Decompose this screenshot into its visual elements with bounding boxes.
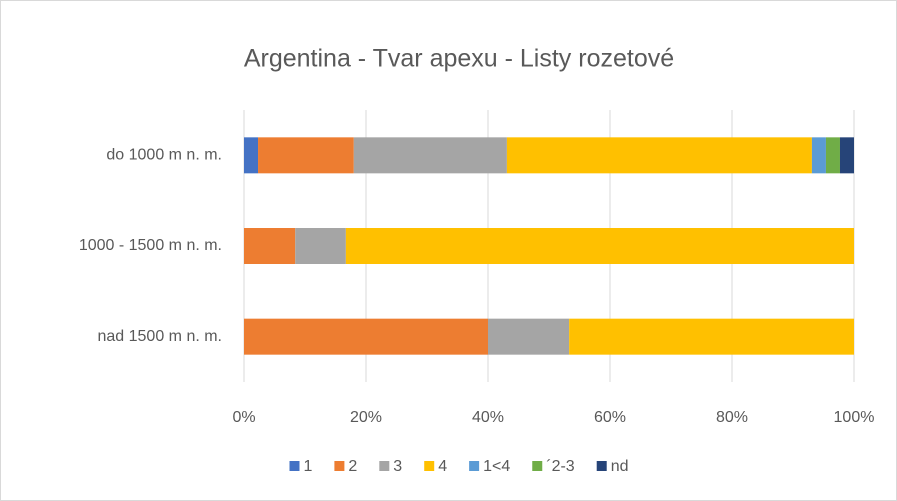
legend-swatch [596,461,607,471]
legend-label: nd [611,458,629,475]
bar-segment [244,137,259,174]
legend-label: 4 [438,458,447,475]
bar-segment [569,318,854,355]
bar-segment [825,137,840,174]
y-tick-label: nad 1500 m n. m. [97,328,222,345]
bar-segment [345,228,854,264]
legend-swatch [469,461,480,471]
x-tick-label: 40% [472,409,504,426]
legend-label: 3 [393,458,402,475]
x-tick-label: 100% [834,409,875,426]
legend-swatch [379,461,390,471]
bar-segment [258,137,354,174]
bar-segment [295,228,346,264]
bar-segment [244,228,296,264]
legend-swatch [532,461,543,471]
legend-swatch [334,461,345,471]
legend-label: 1<4 [483,458,510,475]
bar-segment [353,137,507,174]
bar-segment [244,318,488,355]
legend-label: ´2-3 [546,458,575,475]
x-tick-label: 20% [350,409,382,426]
bar-segment [488,318,570,355]
chart-title: Argentina - Tvar apexu - Listy rozetové [244,45,674,73]
bar-segment [506,137,812,174]
legend-label: 2 [348,458,357,475]
legend-swatch [424,461,435,471]
x-tick-label: 60% [594,409,626,426]
bar-segment [811,137,826,174]
legend-swatch [289,461,300,471]
bar-segment [839,137,854,174]
y-tick-label: do 1000 m n. m. [106,147,222,164]
legend-label: 1 [303,458,312,475]
x-tick-label: 80% [716,409,748,426]
x-tick-label: 0% [232,409,255,426]
y-tick-label: 1000 - 1500 m n. m. [79,237,222,254]
